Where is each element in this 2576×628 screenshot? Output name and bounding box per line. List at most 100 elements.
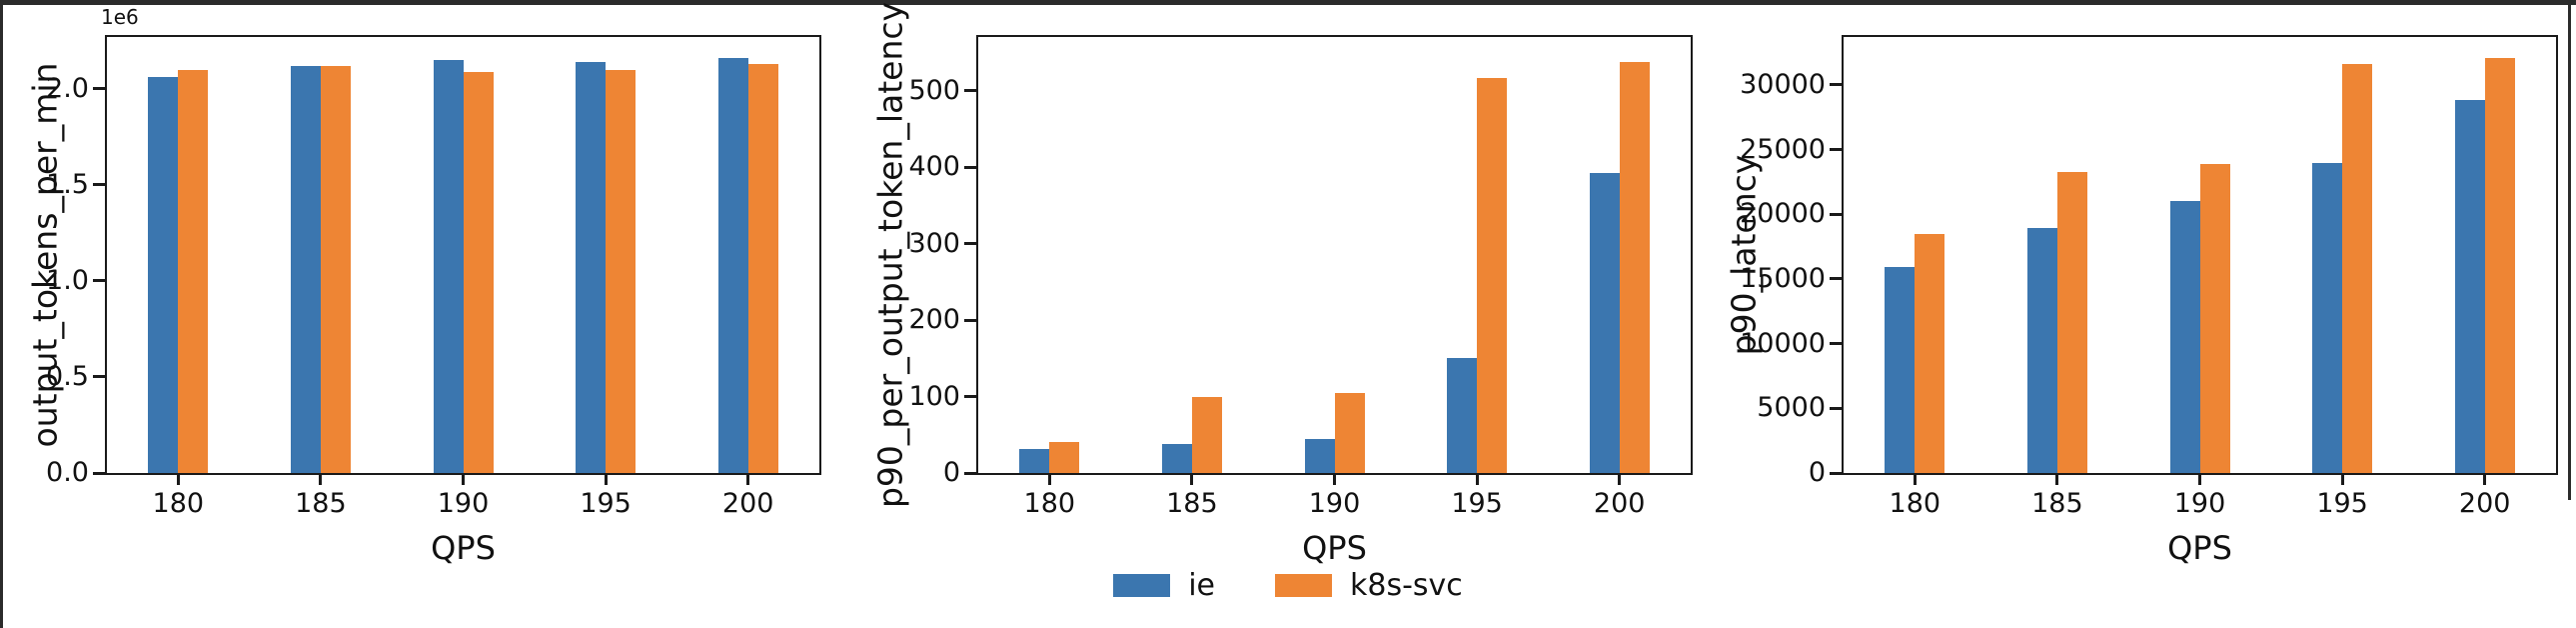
y-tick-mark bbox=[1830, 406, 1842, 410]
y-tick-label: 500 bbox=[908, 74, 960, 106]
bar-k8s-svc bbox=[1334, 393, 1365, 473]
y-tick-label: 2.0 bbox=[46, 72, 89, 104]
y-tick-mark bbox=[1830, 83, 1842, 87]
bar-ie bbox=[576, 61, 607, 473]
bar-k8s-svc bbox=[178, 69, 209, 473]
x-tick-mark bbox=[176, 475, 180, 485]
y-tick-label: 30000 bbox=[1740, 68, 1826, 100]
y-tick-label: 0.5 bbox=[46, 360, 89, 392]
window-edge-top bbox=[0, 0, 2576, 5]
x-tick-mark bbox=[2055, 475, 2059, 485]
bar-ie bbox=[433, 60, 464, 473]
y-tick-label: 25000 bbox=[1740, 133, 1826, 165]
bar-ie bbox=[1447, 358, 1478, 473]
x-tick-mark bbox=[2198, 475, 2201, 485]
legend-swatch-ie bbox=[1113, 574, 1171, 597]
x-tick-label: 180 bbox=[1023, 488, 1076, 519]
bar-ie bbox=[2026, 228, 2057, 473]
bar-k8s-svc bbox=[320, 65, 351, 473]
x-tick-label: 200 bbox=[2458, 488, 2511, 519]
bar-k8s-svc bbox=[1477, 78, 1508, 473]
bar-k8s-svc bbox=[747, 63, 778, 473]
bar-k8s-svc bbox=[1619, 62, 1650, 473]
window-edge-left bbox=[0, 0, 3, 628]
y-tick-label: 15000 bbox=[1740, 262, 1826, 294]
axis-label-x: QPS bbox=[2167, 529, 2232, 567]
y-tick-label: 20000 bbox=[1740, 198, 1826, 230]
y-tick-mark bbox=[1830, 148, 1842, 152]
y-tick-mark bbox=[964, 471, 976, 475]
x-tick-mark bbox=[1475, 475, 1479, 485]
bar-k8s-svc bbox=[1191, 396, 1222, 473]
x-tick-label: 195 bbox=[1451, 488, 1503, 519]
bar-ie bbox=[1885, 267, 1916, 473]
x-tick-mark bbox=[462, 475, 465, 485]
x-tick-label: 180 bbox=[1889, 488, 1941, 519]
y-tick-mark bbox=[964, 89, 976, 93]
x-tick-label: 180 bbox=[152, 488, 205, 519]
x-tick-label: 200 bbox=[721, 488, 774, 519]
bar-k8s-svc bbox=[2484, 57, 2515, 473]
y-tick-label: 1.5 bbox=[46, 168, 89, 200]
y-tick-mark bbox=[1830, 471, 1842, 475]
legend-label-ie: ie bbox=[1188, 568, 1215, 603]
plot-area: 0 5000 10000 15000 20000 25000 30000 180 185 190 1… bbox=[1725, 35, 2558, 567]
y-tick-mark bbox=[93, 279, 105, 283]
axis-label-x: QPS bbox=[1302, 529, 1367, 567]
bar-ie bbox=[1019, 448, 1050, 473]
y-tick-label: 0 bbox=[942, 457, 960, 488]
bar-ie bbox=[2169, 201, 2200, 473]
x-tick-label: 185 bbox=[1166, 488, 1218, 519]
y-tick-mark bbox=[964, 242, 976, 246]
bar-k8s-svc bbox=[2199, 163, 2230, 473]
x-tick-mark bbox=[1618, 475, 1622, 485]
y-tick-label: 0.0 bbox=[46, 457, 89, 488]
bar-k8s-svc bbox=[463, 71, 494, 473]
bar-ie bbox=[1304, 439, 1335, 473]
x-tick-label: 190 bbox=[2173, 488, 2226, 519]
legend-item-ie: ie bbox=[1113, 568, 1215, 603]
y-tick-label: 200 bbox=[908, 304, 960, 336]
x-tick-mark bbox=[319, 475, 323, 485]
y-tick-label: 300 bbox=[908, 227, 960, 259]
x-tick-label: 195 bbox=[580, 488, 632, 519]
y-tick-mark bbox=[964, 395, 976, 398]
y-tick-label: 10000 bbox=[1740, 327, 1826, 359]
axis-label-y: p90_per_output_token_latency bbox=[870, 1, 910, 509]
y-tick-label: 1.0 bbox=[46, 264, 89, 296]
y-tick-mark bbox=[964, 318, 976, 322]
x-tick-mark bbox=[1333, 475, 1336, 485]
y-axis-offset-label: 1e6 bbox=[101, 5, 139, 29]
axis-label-x: QPS bbox=[431, 529, 496, 567]
bar-ie bbox=[717, 58, 748, 473]
y-tick-label: 400 bbox=[908, 151, 960, 183]
window-edge-right bbox=[2568, 0, 2571, 500]
x-tick-label: 190 bbox=[1308, 488, 1361, 519]
axis-label-y: p90_latency bbox=[1724, 154, 1764, 356]
y-tick-label: 5000 bbox=[1757, 392, 1826, 424]
bar-ie bbox=[1161, 443, 1192, 473]
x-tick-mark bbox=[604, 475, 608, 485]
y-tick-mark bbox=[1830, 212, 1842, 216]
x-tick-label: 185 bbox=[295, 488, 347, 519]
x-tick-mark bbox=[1190, 475, 1194, 485]
y-tick-mark bbox=[93, 183, 105, 187]
legend: ie k8s-svc bbox=[0, 568, 2576, 603]
x-tick-mark bbox=[1047, 475, 1051, 485]
bar-k8s-svc bbox=[1915, 233, 1945, 473]
x-tick-mark bbox=[746, 475, 750, 485]
plot-area: 0 100 200 300 400 500 180 185 190 195 200 QPS p90_pe… bbox=[871, 2, 1693, 567]
plot-area: 0.0 0.5 1.0 1.5 2.0 180 185 190 195 200 QPS output_… bbox=[26, 5, 821, 567]
bar-k8s-svc bbox=[2056, 171, 2087, 473]
legend-item-k8s-svc: k8s-svc bbox=[1275, 568, 1463, 603]
y-tick-mark bbox=[93, 471, 105, 475]
y-tick-mark bbox=[93, 375, 105, 379]
bar-ie bbox=[1589, 173, 1620, 473]
y-tick-mark bbox=[1830, 342, 1842, 346]
bar-ie bbox=[290, 65, 321, 473]
bar-k8s-svc bbox=[2342, 64, 2373, 473]
y-tick-mark bbox=[93, 87, 105, 91]
y-tick-label: 0 bbox=[1808, 457, 1826, 488]
x-tick-label: 190 bbox=[437, 488, 490, 519]
